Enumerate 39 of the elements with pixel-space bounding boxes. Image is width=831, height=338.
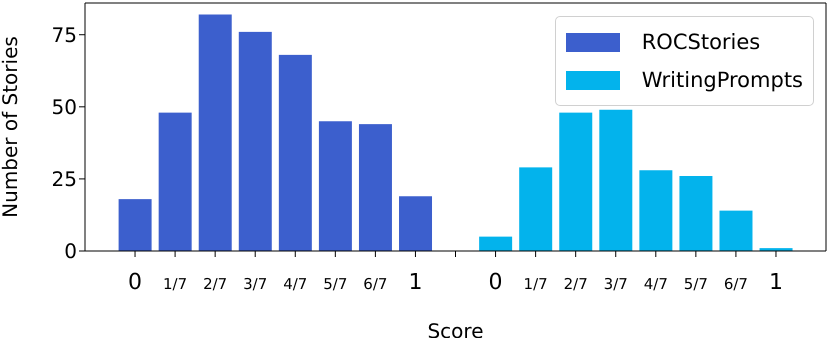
bar [198,14,232,251]
bar [479,236,512,251]
x-tick-label: 4/7 [283,275,308,293]
x-tick-label: 4/7 [644,275,668,293]
x-tick-label: 1/7 [163,275,188,293]
bar [278,54,312,251]
x-tick-label: 3/7 [604,275,628,293]
bar [238,32,272,251]
x-tick-label: 1 [768,270,783,295]
x-axis-title: Score [427,319,484,338]
x-tick-label: 5/7 [323,275,348,293]
bar [358,124,392,251]
bar [559,112,592,251]
bar [158,112,192,251]
bar [519,167,552,251]
x-tick-label: 3/7 [243,275,268,293]
x-tick-label: 0 [488,270,503,295]
y-axis-title: Number of Stories [0,36,22,218]
legend-label: ROCStories [642,30,760,54]
x-tick-label: 0 [128,270,142,295]
y-tick-label: 0 [64,239,77,264]
x-tick-label: 2/7 [203,275,228,293]
x-tick-label: 6/7 [724,275,748,293]
x-tick-label: 5/7 [684,275,708,293]
bar [639,170,672,251]
bar [719,210,752,251]
x-tick-label: 2/7 [564,275,588,293]
bar [118,199,152,251]
bar [599,110,632,251]
y-tick-label: 25 [52,167,77,192]
x-tick-label: 6/7 [363,275,388,293]
bar [318,121,352,251]
bar [679,176,712,251]
y-tick-label: 75 [52,22,77,47]
x-tick-label: 1 [408,270,422,295]
bar [399,196,432,251]
legend-label: WritingPrompts [642,68,803,92]
y-tick-label: 50 [52,94,77,119]
x-tick-label: 1/7 [524,275,548,293]
